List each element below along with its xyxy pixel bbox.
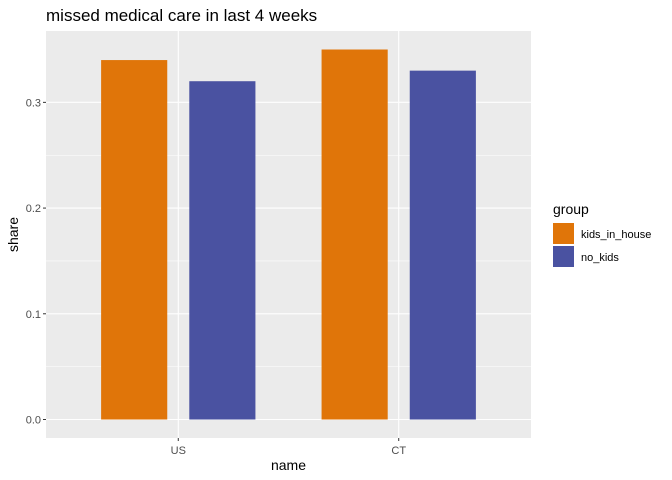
legend-title: group: [553, 201, 589, 217]
y-tick-label: 0.0: [26, 415, 41, 427]
y-axis-title: share: [5, 217, 21, 252]
legend: group kids_in_house no_kids: [553, 201, 651, 267]
x-axis-title: name: [271, 457, 306, 473]
bar-kids_in_house-CT: [321, 49, 388, 420]
chart-title: missed medical care in last 4 weeks: [46, 6, 317, 25]
legend-label-no_kids: no_kids: [581, 252, 619, 264]
y-tick-label: 0.2: [26, 203, 41, 215]
legend-label-kids_in_house: kids_in_house: [581, 229, 651, 241]
y-tick-label: 0.3: [26, 97, 41, 109]
legend-key-kids_in_house: [553, 223, 574, 244]
bar-no_kids-US: [189, 81, 256, 420]
y-axis: 0.0 0.1 0.2 0.3: [26, 97, 46, 427]
x-axis: US CT: [171, 438, 406, 457]
x-tick-label: US: [171, 445, 186, 457]
y-tick-label: 0.1: [26, 309, 41, 321]
legend-key-no_kids: [553, 246, 574, 267]
x-tick-label: CT: [391, 445, 406, 457]
bars: [101, 49, 476, 420]
legend-items: kids_in_house no_kids: [553, 223, 651, 267]
bar-no_kids-CT: [409, 70, 476, 420]
bar-kids_in_house-US: [101, 60, 168, 420]
